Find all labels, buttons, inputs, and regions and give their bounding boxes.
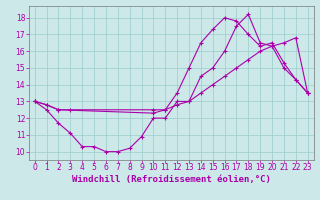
X-axis label: Windchill (Refroidissement éolien,°C): Windchill (Refroidissement éolien,°C)	[72, 175, 271, 184]
